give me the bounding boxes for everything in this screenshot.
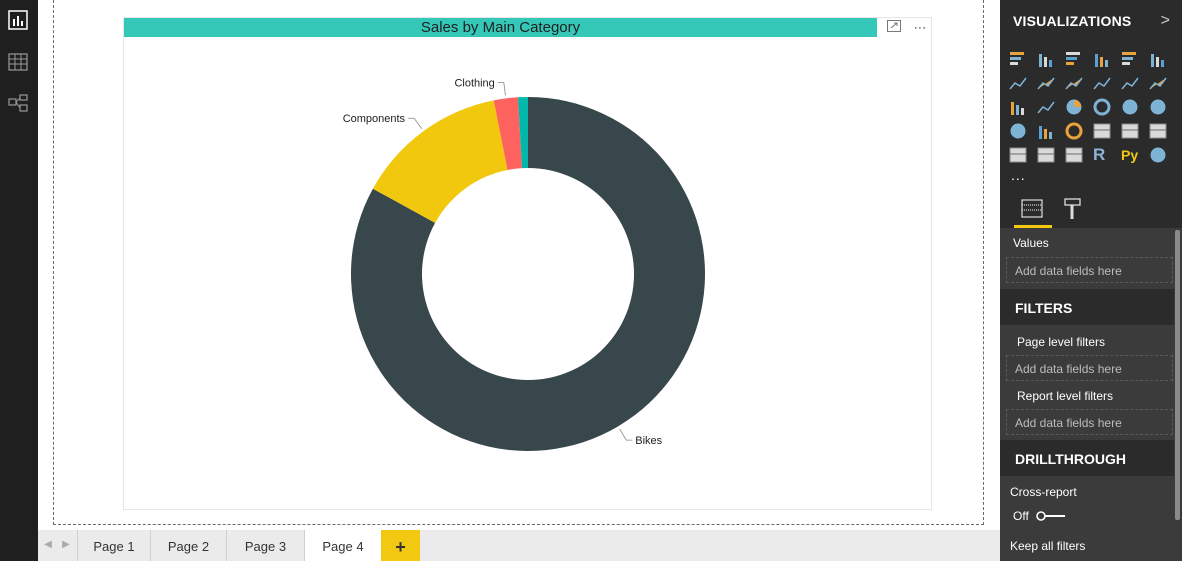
left-rail	[0, 0, 38, 561]
line-stacked-column-icon[interactable]	[1121, 74, 1139, 92]
tab-page-4[interactable]: Page 4	[304, 530, 381, 561]
page-level-filters-label: Page level filters	[1017, 335, 1106, 349]
leader-line	[408, 117, 423, 129]
keep-all-filters-label: Keep all filters	[1010, 539, 1086, 553]
report-filter-drop-well[interactable]: Add data fields here	[1006, 409, 1173, 435]
area-chart-icon[interactable]	[1037, 74, 1055, 92]
pane-tabs	[1000, 192, 1182, 228]
pane-scrollbar[interactable]	[1175, 230, 1180, 520]
leader-line	[619, 428, 633, 441]
drillthrough-title: DRILLTHROUGH	[1015, 451, 1126, 467]
100-stacked-bar-icon[interactable]	[1121, 50, 1139, 68]
page-tab-bar: ◀ ▶ Page 1 Page 2 Page 3 Page 4 +	[38, 530, 1000, 561]
scatter-icon[interactable]	[1037, 98, 1055, 116]
data-label-clothing: Clothing	[454, 78, 494, 90]
map-icon[interactable]	[1149, 98, 1167, 116]
gauge-icon[interactable]	[1065, 122, 1083, 140]
kpi-icon[interactable]	[1149, 122, 1167, 140]
cross-report-toggle[interactable]	[1036, 511, 1066, 521]
report-view-icon[interactable]	[8, 10, 28, 30]
python-visual-icon[interactable]: Py	[1121, 147, 1139, 163]
focus-mode-icon[interactable]	[884, 20, 904, 36]
donut-slice-clothing[interactable]	[493, 97, 523, 171]
globe-icon[interactable]	[1149, 146, 1167, 164]
data-label-components: Components	[343, 113, 406, 125]
donut-slice-components[interactable]	[372, 100, 508, 223]
filters-header: FILTERS	[1000, 289, 1174, 325]
tab-scroll-left-icon[interactable]: ◀	[44, 539, 52, 550]
side-pane: VISUALIZATIONS > R Py ... Values Add data…	[1000, 0, 1182, 561]
page-filter-drop-well[interactable]: Add data fields here	[1006, 355, 1173, 381]
tab-page-2[interactable]: Page 2	[150, 530, 226, 561]
model-view-icon[interactable]	[8, 93, 28, 113]
multi-row-card-icon[interactable]	[1121, 122, 1139, 140]
stacked-area-icon[interactable]	[1065, 74, 1083, 92]
drillthrough-header: DRILLTHROUGH	[1000, 440, 1174, 476]
data-view-icon[interactable]	[8, 52, 28, 72]
matrix-icon[interactable]	[1065, 146, 1083, 164]
more-options-icon[interactable]: ⋯	[913, 20, 927, 35]
clustered-column-icon[interactable]	[1093, 50, 1111, 68]
data-label-bikes: Bikes	[635, 435, 662, 447]
filled-map-icon[interactable]	[1009, 122, 1027, 140]
cross-report-label: Cross-report	[1010, 485, 1077, 499]
table-icon[interactable]	[1037, 146, 1055, 164]
pie-chart-icon[interactable]	[1065, 98, 1083, 116]
active-tab-indicator	[1014, 225, 1052, 228]
donut-visual[interactable]: Sales by Main Category ⋯ Bikes Components…	[123, 17, 932, 510]
slicer-icon[interactable]	[1009, 146, 1027, 164]
funnel-icon[interactable]	[1037, 122, 1055, 140]
donut-chart-icon[interactable]	[1093, 98, 1111, 116]
visual-title: Sales by Main Category	[124, 18, 877, 37]
tab-page-1[interactable]: Page 1	[77, 530, 150, 561]
waterfall-icon[interactable]	[1009, 98, 1027, 116]
add-page-button[interactable]: +	[381, 530, 420, 561]
cross-report-toggle-state: Off	[1013, 509, 1029, 523]
100-stacked-column-icon[interactable]	[1149, 50, 1167, 68]
donut-slice-other[interactable]	[517, 97, 528, 169]
values-label: Values	[1013, 236, 1049, 250]
donut-chart: Bikes Components Clothing	[343, 78, 705, 451]
more-visuals-icon[interactable]: ...	[1011, 167, 1026, 183]
stacked-bar-icon[interactable]	[1009, 50, 1027, 68]
line-chart-icon[interactable]	[1009, 74, 1027, 92]
card-icon[interactable]	[1093, 122, 1111, 140]
visualizations-title: VISUALIZATIONS	[1013, 13, 1132, 29]
page-border	[53, 0, 984, 525]
tab-page-3[interactable]: Page 3	[226, 530, 304, 561]
tab-scroll-right-icon[interactable]: ▶	[62, 539, 70, 550]
leader-line	[497, 82, 506, 96]
r-visual-icon[interactable]: R	[1093, 145, 1106, 164]
filters-title: FILTERS	[1015, 300, 1073, 316]
donut-slice-bikes[interactable]	[351, 97, 705, 451]
clustered-bar-icon[interactable]	[1065, 50, 1083, 68]
treemap-icon[interactable]	[1121, 98, 1139, 116]
collapse-pane-icon[interactable]: >	[1160, 12, 1170, 29]
fields-tab-icon[interactable]	[1021, 197, 1043, 221]
ribbon-chart-icon[interactable]	[1149, 74, 1167, 92]
report-level-filters-label: Report level filters	[1017, 389, 1114, 403]
stacked-column-icon[interactable]	[1037, 50, 1055, 68]
line-clustered-column-icon[interactable]	[1093, 74, 1111, 92]
visualizations-header: VISUALIZATIONS > R Py ...	[1000, 0, 1182, 192]
values-drop-well[interactable]: Add data fields here	[1006, 257, 1173, 283]
format-tab-icon[interactable]	[1062, 197, 1084, 221]
